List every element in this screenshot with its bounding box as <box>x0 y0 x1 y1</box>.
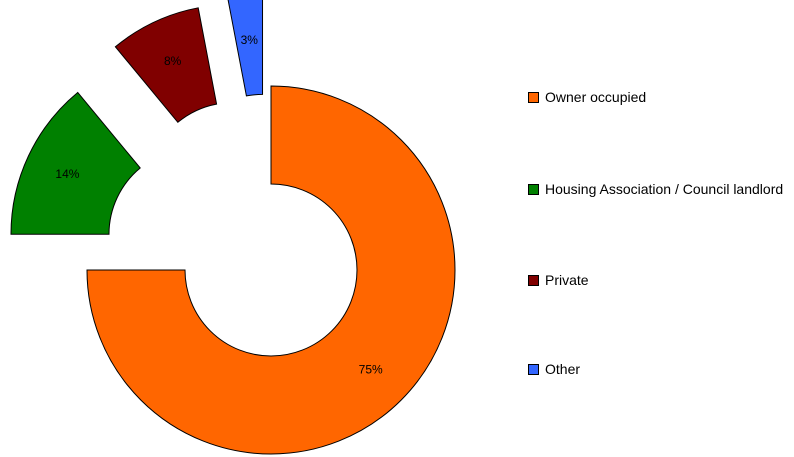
legend-label-owner-occupied: Owner occupied <box>545 89 647 105</box>
data-labels: 75% 14% 8% 3% <box>55 33 383 377</box>
donut-slices <box>10 0 456 455</box>
legend-swatch-private <box>528 275 539 286</box>
legend-item-other: Other <box>528 360 580 378</box>
data-label-private: 8% <box>164 54 182 68</box>
data-label-owner-occupied: 75% <box>359 363 383 377</box>
data-label-housing-association-council-landlord: 14% <box>55 167 79 181</box>
legend-item-housing-association: Housing Association / Council landlord <box>528 180 783 198</box>
chart-legend: Owner occupied Housing Association / Cou… <box>528 0 794 457</box>
legend-label-housing-association: Housing Association / Council landlord <box>545 181 784 197</box>
legend-item-private: Private <box>528 271 589 289</box>
legend-swatch-owner-occupied <box>528 92 539 103</box>
slice-owner-occupied <box>86 85 456 455</box>
legend-label-private: Private <box>545 272 589 288</box>
legend-swatch-other <box>528 364 539 375</box>
legend-item-owner-occupied: Owner occupied <box>528 88 646 106</box>
data-label-other: 3% <box>241 33 259 47</box>
legend-swatch-housing-association <box>528 184 539 195</box>
slice-private <box>114 7 218 124</box>
slice-housing-association-council-landlord <box>10 91 141 235</box>
legend-label-other: Other <box>545 361 581 377</box>
slice-other <box>227 0 264 97</box>
